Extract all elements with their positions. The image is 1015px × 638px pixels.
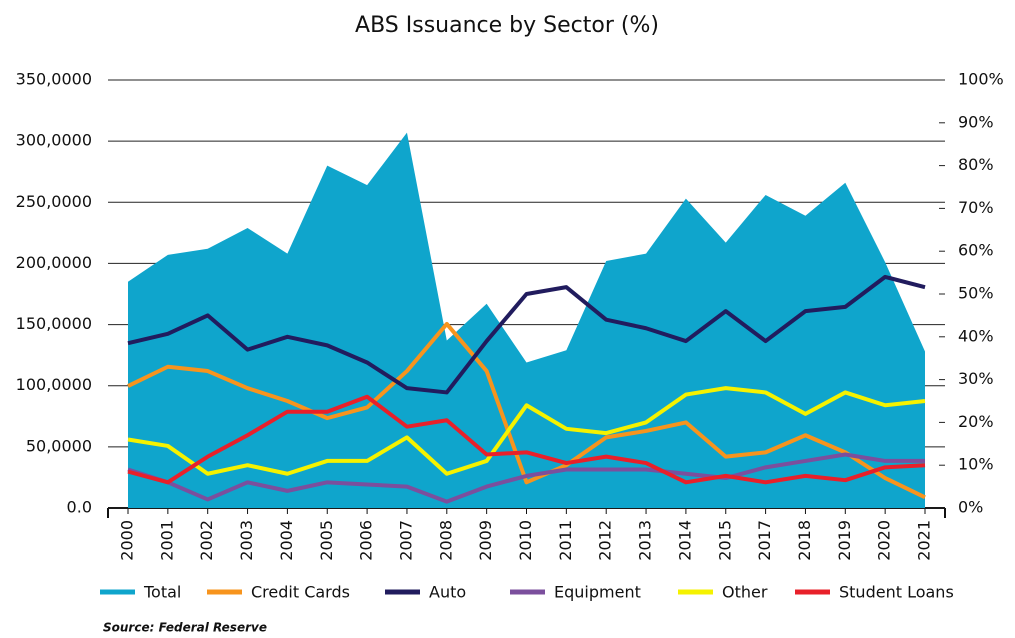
x-tick-label: 2007 bbox=[396, 520, 415, 561]
y-tick-label: 150,0000 bbox=[16, 314, 92, 333]
line bbox=[127, 274, 926, 395]
y2-tick-label: 50% bbox=[958, 284, 994, 303]
x-tick-label: 2014 bbox=[675, 520, 694, 561]
x-tick-label: 2006 bbox=[357, 520, 376, 561]
legend-label: Total bbox=[143, 583, 181, 602]
y2-tick-label: 60% bbox=[958, 241, 994, 260]
y2-tick-label: 40% bbox=[958, 326, 994, 345]
line bbox=[127, 394, 926, 485]
chart-title: ABS Issuance by Sector (%) bbox=[355, 13, 659, 38]
plot bbox=[127, 132, 926, 508]
legend-label: Student Loans bbox=[839, 583, 954, 602]
x-tick-label: 2017 bbox=[755, 520, 774, 561]
y-tick-label: 250,0000 bbox=[16, 192, 92, 211]
x-tick-label: 2021 bbox=[915, 520, 934, 561]
y2-tick-label: 30% bbox=[958, 369, 994, 388]
x-tick-label: 2004 bbox=[277, 520, 296, 561]
x-tick-label: 2010 bbox=[516, 520, 535, 561]
y-tick-label: 350,0000 bbox=[16, 70, 92, 89]
x-tick-label: 2001 bbox=[157, 520, 176, 561]
y2-tick-label: 100% bbox=[958, 70, 1004, 89]
x-tick-label: 2019 bbox=[835, 520, 854, 561]
x-tick-label: 2003 bbox=[237, 520, 256, 561]
y-tick-label: 0.0 bbox=[67, 498, 92, 517]
y2-tick-label: 70% bbox=[958, 198, 994, 217]
line bbox=[127, 386, 926, 476]
x-tick-label: 2020 bbox=[875, 520, 894, 561]
area bbox=[128, 132, 925, 508]
source-note: Source: Federal Reserve bbox=[103, 621, 267, 635]
y2-tick-label: 0% bbox=[958, 498, 983, 517]
y2-tick-label: 10% bbox=[958, 455, 994, 474]
legend-label: Equipment bbox=[554, 583, 641, 602]
y2-tick-label: 90% bbox=[958, 112, 994, 131]
x-tick-label: 2005 bbox=[317, 520, 336, 561]
y2-tick-label: 20% bbox=[958, 412, 994, 431]
line bbox=[127, 452, 925, 504]
x-tick-label: 2008 bbox=[436, 520, 455, 561]
line bbox=[127, 321, 926, 500]
y-tick-label: 100,0000 bbox=[16, 375, 92, 394]
x-tick-label: 2018 bbox=[795, 520, 814, 561]
x-tick-label: 2000 bbox=[118, 520, 137, 561]
x-tick-label: 2011 bbox=[556, 520, 575, 561]
y-tick-label: 200,0000 bbox=[16, 253, 92, 272]
y-tick-label: 50,0000 bbox=[26, 436, 92, 455]
y-tick-label: 300,0000 bbox=[16, 131, 92, 150]
x-tick-label: 2015 bbox=[715, 520, 734, 561]
x-tick-label: 2012 bbox=[596, 520, 615, 561]
x-tick-label: 2002 bbox=[197, 520, 216, 561]
legend-label: Credit Cards bbox=[251, 583, 350, 602]
legend-label: Auto bbox=[429, 583, 466, 602]
x-tick-label: 2009 bbox=[476, 520, 495, 561]
x-tick-label: 2013 bbox=[636, 520, 655, 561]
y2-tick-label: 80% bbox=[958, 155, 994, 174]
legend-label: Other bbox=[722, 583, 768, 602]
